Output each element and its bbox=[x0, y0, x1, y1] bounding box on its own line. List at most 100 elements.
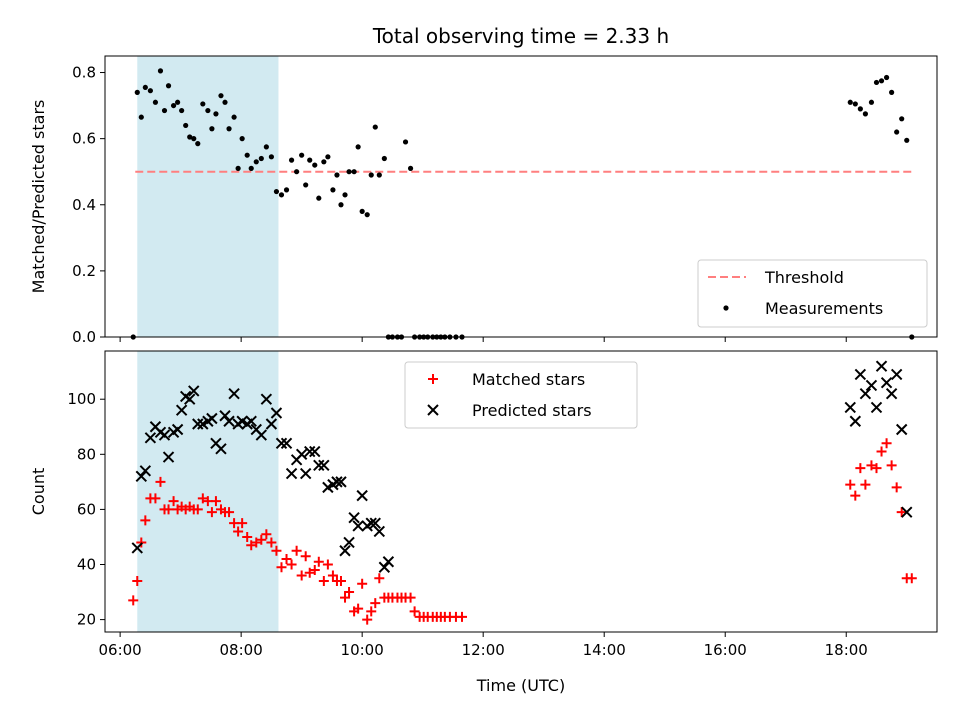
predicted-star-point bbox=[228, 387, 240, 400]
measurement-point bbox=[847, 99, 853, 105]
count-panel: 20 40 60 80 100 06:00 08:00 10:00 12:00 14:00 16:… bbox=[29, 350, 938, 659]
measurement-point bbox=[857, 106, 863, 112]
measurement-point bbox=[268, 154, 274, 160]
y-tick-label: 40 bbox=[77, 556, 96, 574]
legend-label: Predicted stars bbox=[472, 401, 592, 420]
measurement-point bbox=[364, 212, 370, 218]
matched-star-point bbox=[374, 573, 385, 584]
matched-star-point bbox=[233, 526, 244, 537]
matched-star-point bbox=[855, 463, 866, 474]
matched-star-point bbox=[335, 576, 346, 587]
x-tick-label: 16:00 bbox=[704, 641, 747, 659]
legend-label: Matched stars bbox=[472, 370, 585, 389]
matched-star-point bbox=[344, 587, 355, 598]
measurement-point bbox=[165, 83, 172, 89]
matched-star-point bbox=[881, 438, 892, 449]
count-marks bbox=[128, 360, 917, 625]
matched-star-point bbox=[224, 507, 235, 518]
measurement-point bbox=[134, 89, 140, 95]
matched-star-point bbox=[370, 598, 381, 609]
matched-star-point bbox=[357, 578, 368, 589]
measurement-point bbox=[213, 111, 219, 117]
legend-box bbox=[404, 361, 638, 429]
measurement-point bbox=[152, 99, 159, 105]
legend-label: Measurements bbox=[765, 299, 883, 318]
chart-title: Total observing time = 2.33 h bbox=[372, 24, 669, 48]
predicted-star-point bbox=[369, 517, 381, 529]
x-tick-label: 18:00 bbox=[825, 641, 868, 659]
predicted-star-point bbox=[215, 443, 227, 455]
measurement-point bbox=[899, 116, 905, 122]
predicted-star-point bbox=[859, 387, 872, 400]
matched-star-point bbox=[281, 553, 292, 564]
predicted-star-point bbox=[260, 393, 273, 405]
predicted-star-point bbox=[895, 423, 908, 436]
predicted-star-point bbox=[158, 429, 171, 441]
measurement-point bbox=[191, 136, 197, 142]
predicted-star-point bbox=[382, 556, 395, 568]
matched-star-point bbox=[906, 573, 917, 584]
predicted-star-point bbox=[352, 520, 364, 532]
predicted-star-point bbox=[885, 387, 898, 400]
predicted-star-point bbox=[135, 470, 148, 483]
predicted-star-point bbox=[255, 429, 268, 441]
matched-star-point bbox=[428, 374, 438, 384]
matched-star-point bbox=[362, 614, 373, 625]
measurement-point bbox=[231, 114, 237, 120]
measurement-point bbox=[278, 192, 285, 198]
predicted-star-point bbox=[162, 451, 175, 463]
measurement-point bbox=[138, 114, 144, 120]
matched-star-point bbox=[128, 595, 139, 606]
measurement-point bbox=[904, 137, 910, 143]
measurement-point bbox=[222, 99, 228, 105]
measurement-point bbox=[359, 208, 365, 214]
ratio-legend: Threshold Measurements bbox=[697, 259, 928, 328]
measurement-point bbox=[218, 93, 224, 99]
measurement-point bbox=[147, 88, 153, 94]
matched-star-point bbox=[318, 576, 329, 587]
measurement-point bbox=[307, 157, 313, 163]
matched-star-point bbox=[304, 567, 315, 578]
measurement-point bbox=[368, 172, 374, 178]
measurement-point bbox=[248, 165, 254, 171]
measurement-point bbox=[325, 154, 331, 160]
measurement-point bbox=[883, 74, 890, 81]
measurement-point bbox=[338, 202, 344, 208]
predicted-star-point bbox=[206, 412, 218, 425]
predicted-star-point bbox=[880, 376, 893, 389]
matched-star-point bbox=[327, 570, 338, 581]
predicted-star-point bbox=[849, 415, 862, 427]
predicted-star-point bbox=[275, 437, 288, 449]
predicted-star-point bbox=[373, 525, 386, 538]
ratio-y-axis-label: Matched/Predicted stars bbox=[29, 100, 48, 294]
x-tick-label: 12:00 bbox=[462, 641, 505, 659]
predicted-star-point bbox=[304, 445, 316, 458]
predicted-star-point bbox=[343, 536, 355, 549]
predicted-star-point bbox=[854, 368, 867, 381]
predicted-star-point bbox=[299, 467, 312, 480]
matched-star-point bbox=[237, 518, 248, 529]
predicted-star-point bbox=[356, 489, 368, 502]
measurement-point bbox=[868, 99, 875, 105]
matched-star-point bbox=[891, 482, 902, 493]
count-legend: Matched stars Predicted stars bbox=[404, 361, 638, 429]
predicted-star-point bbox=[901, 506, 913, 518]
y-tick-label: 0.2 bbox=[72, 262, 96, 280]
measurement-point bbox=[316, 195, 322, 201]
matched-star-point bbox=[246, 540, 257, 551]
y-tick-label: 80 bbox=[77, 445, 96, 463]
measurement-point bbox=[381, 155, 387, 162]
predicted-star-point bbox=[890, 368, 903, 381]
measurement-point bbox=[183, 122, 189, 129]
measurement-point bbox=[889, 89, 895, 95]
measurement-point bbox=[299, 152, 305, 158]
matched-star-point bbox=[163, 504, 174, 515]
predicted-star-point bbox=[870, 401, 883, 414]
measurement-point bbox=[346, 169, 352, 175]
count-x-ticks: 06:00 08:00 10:00 12:00 14:00 16:00 18:00 bbox=[99, 632, 868, 659]
predicted-star-point bbox=[378, 561, 391, 573]
measurement-point bbox=[312, 162, 318, 168]
ratio-panel-frame bbox=[104, 55, 938, 338]
measurement-point bbox=[195, 141, 201, 147]
